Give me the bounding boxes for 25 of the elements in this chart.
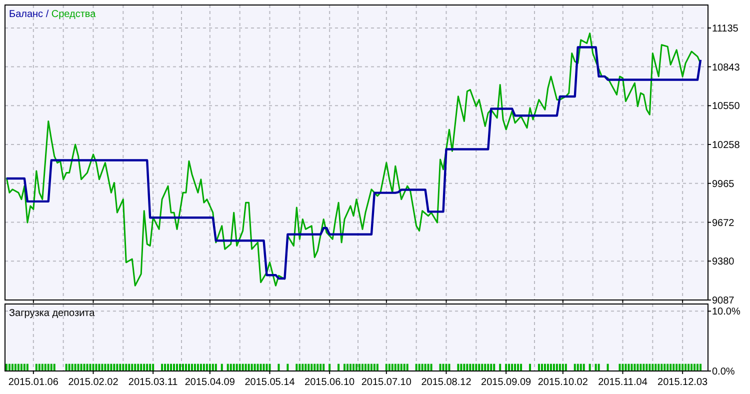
y-tick-label: 9380 <box>712 256 735 268</box>
chart-title: Загрузка депозита <box>9 308 96 319</box>
y-tick-label: 10258 <box>712 140 740 151</box>
x-tick-label: 2015.12.03 <box>658 377 708 388</box>
y-tick-label: 11135 <box>712 23 739 34</box>
x-tick-label: 2015.07.10 <box>361 377 412 388</box>
y-tick-label: 9965 <box>712 178 735 190</box>
x-tick-label: 2015.05.14 <box>244 377 296 388</box>
y-tick-label: 10.0% <box>712 306 740 318</box>
x-tick-label: 2015.04.09 <box>184 377 236 388</box>
x-tick-label: 2015.10.02 <box>538 377 588 388</box>
y-tick-label: 0.0% <box>712 366 735 378</box>
x-tick-label: 2015.08.12 <box>421 377 472 388</box>
x-tick-label: 2015.01.06 <box>8 377 59 388</box>
y-tick-label: 9087 <box>712 296 735 306</box>
text: Баланс / <box>9 9 49 20</box>
x-tick-label: 2015.06.10 <box>304 377 356 388</box>
y-tick-label: 10550 <box>712 101 740 112</box>
text: Средства <box>48 9 96 20</box>
x-tick-label: 2015.09.09 <box>481 377 532 388</box>
y-tick-label: 10843 <box>712 62 740 74</box>
x-tick-label: 2015.03.11 <box>128 377 178 388</box>
y-tick-label: 9672 <box>712 218 735 229</box>
x-tick-label: 2015.02.02 <box>68 377 119 388</box>
x-tick-label: 2015.11.04 <box>598 377 648 388</box>
